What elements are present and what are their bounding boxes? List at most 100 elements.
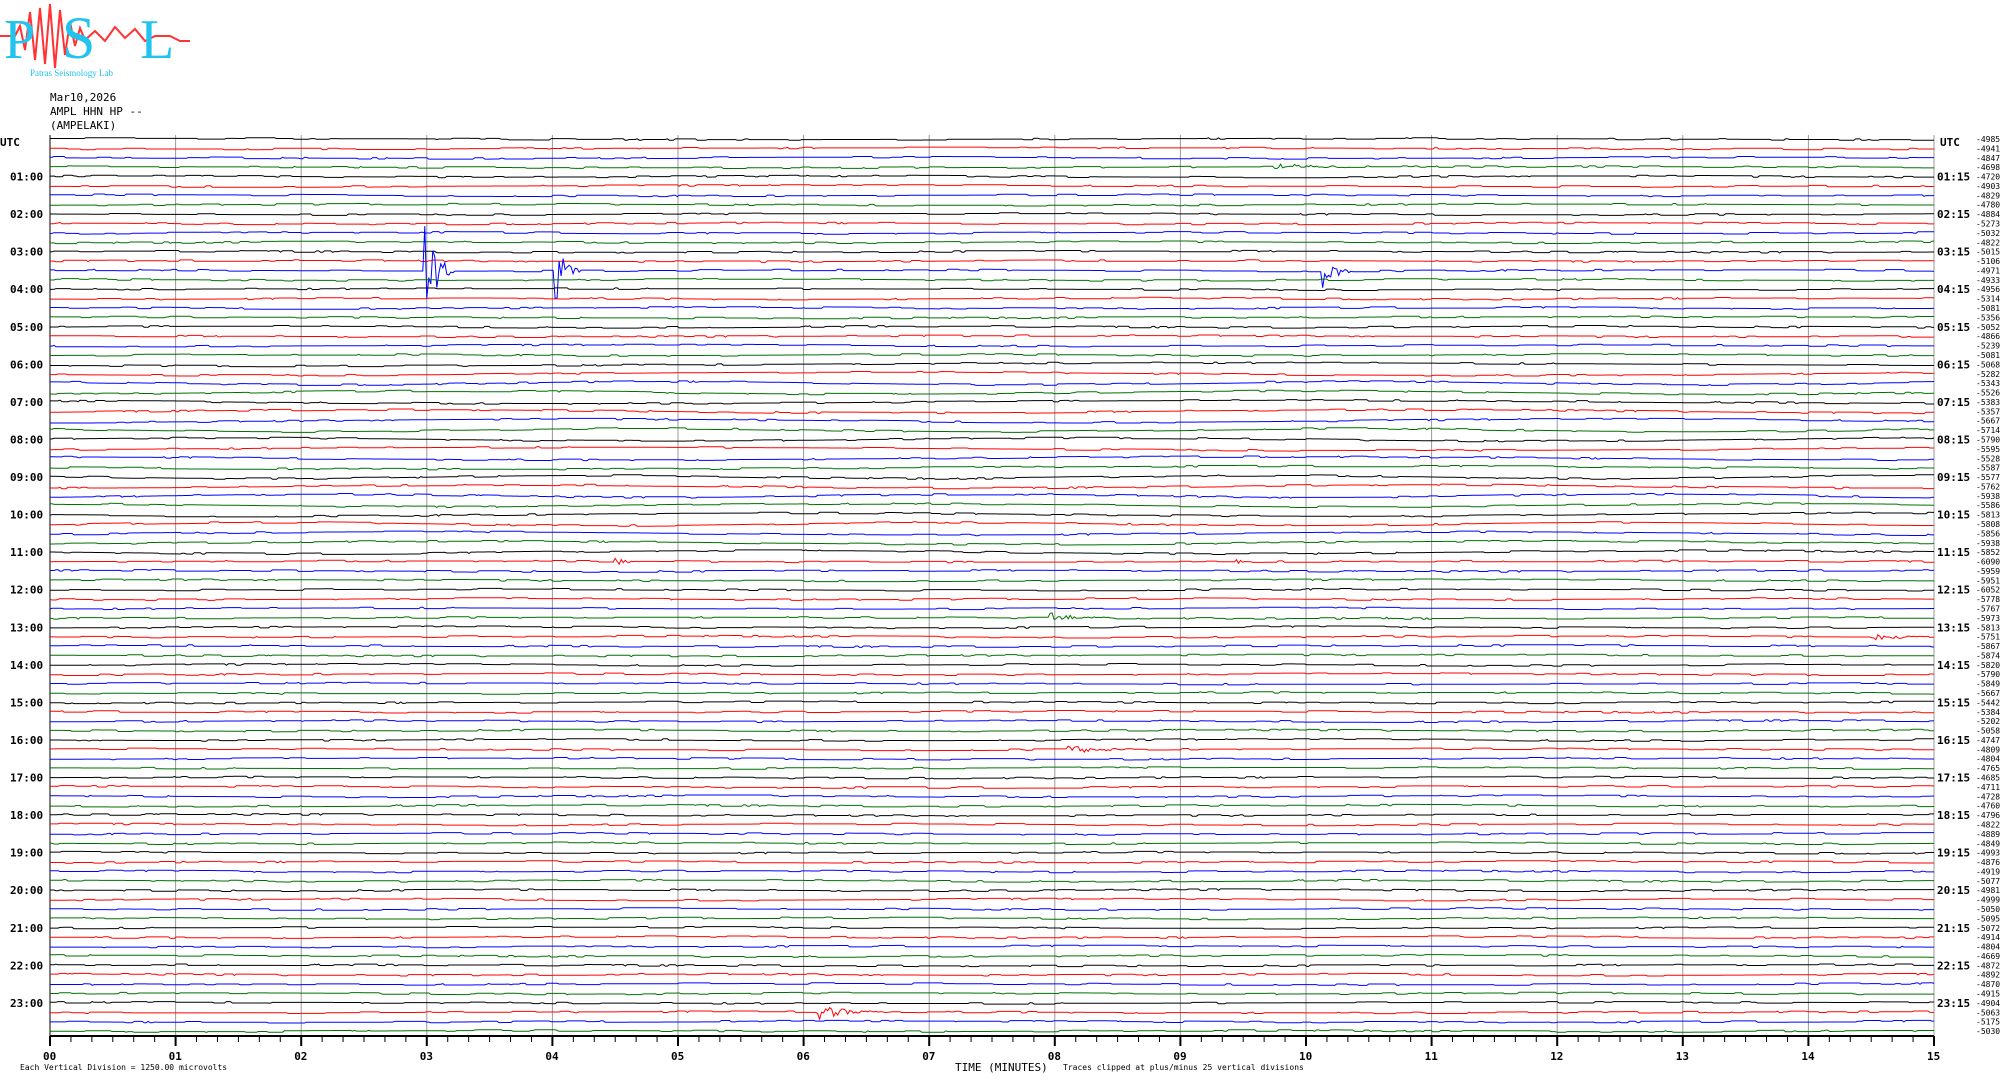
trace-row-33: [50, 446, 1934, 452]
trace-row-3: [50, 163, 1934, 170]
right-hour-label: 16:15: [1937, 734, 1970, 747]
right-hour-label: 12:15: [1937, 584, 1970, 597]
left-hour-label: 16:00: [10, 734, 43, 747]
trace-row-61: [50, 709, 1934, 714]
trace-row-46: [50, 569, 1934, 573]
trace-row-73: [50, 822, 1934, 827]
trace-row-72: [50, 813, 1934, 817]
trace-row-64: [50, 738, 1934, 742]
left-hour-label: 10:00: [10, 509, 43, 522]
trace-offset-label: -5867: [1976, 642, 2000, 651]
x-tick-label: 06: [797, 1050, 811, 1063]
left-hour-label: 19:00: [10, 847, 43, 860]
right-hour-label: 14:15: [1937, 659, 1970, 672]
right-hour-label: 20:15: [1937, 884, 1970, 897]
left-hour-label: 01:00: [10, 171, 43, 184]
trace-offset-label: -5959: [1976, 567, 2000, 576]
trace-offset-label: -5442: [1976, 698, 2000, 707]
trace-offset-label: -5081: [1976, 351, 2000, 360]
right-hour-label: 15:15: [1937, 696, 1970, 709]
right-hour-label: 11:15: [1937, 546, 1970, 559]
left-hour-label: 15:00: [10, 696, 43, 709]
left-hour-label: 20:00: [10, 884, 43, 897]
trace-row-52: [50, 625, 1934, 630]
trace-offset-label: -4876: [1976, 858, 2000, 867]
logo-letter-s: S: [62, 5, 95, 71]
trace-row-28: [50, 399, 1934, 405]
trace-offset-label: -4711: [1976, 783, 2000, 792]
left-hour-label: 04:00: [10, 283, 43, 296]
right-hour-label: 13:15: [1937, 621, 1970, 634]
trace-offset-label: -5762: [1976, 482, 2000, 491]
trace-row-78: [50, 869, 1934, 874]
traces: [49, 137, 1935, 1033]
trace-row-95: [50, 1029, 1934, 1033]
trace-row-39: [50, 502, 1934, 509]
right-hour-label: 09:15: [1937, 471, 1970, 484]
trace-offset-label: -5751: [1976, 633, 2000, 642]
trace-row-68: [50, 775, 1934, 780]
trace-offset-label: -4866: [1976, 332, 2000, 341]
trace-row-4: [50, 174, 1934, 179]
trace-offset-label: -4872: [1976, 961, 2000, 970]
trace-offset-label: -5778: [1976, 595, 2000, 604]
trace-offset-label: -4829: [1976, 191, 2000, 200]
right-hour-label: 10:15: [1937, 509, 1970, 522]
left-hour-label: 21:00: [10, 922, 43, 935]
trace-row-85: [50, 935, 1934, 939]
left-hour-label: 05:00: [10, 321, 43, 334]
trace-offset-label: -4889: [1976, 830, 2000, 839]
row-labels: -4985-4941-4847-4698-4720-4903-4829-4780…: [10, 135, 2000, 1036]
trace-offset-label: -5595: [1976, 445, 2000, 454]
right-hour-label: 19:15: [1937, 847, 1970, 860]
trace-offset-label: -4884: [1976, 210, 2000, 219]
trace-offset-label: -5273: [1976, 220, 2000, 229]
trace-offset-label: -4993: [1976, 849, 2000, 858]
trace-row-36: [50, 474, 1934, 480]
right-hour-label: 05:15: [1937, 321, 1970, 334]
trace-row-93: [50, 1006, 1934, 1021]
left-hour-label: 17:00: [10, 772, 43, 785]
left-utc-title: UTC: [0, 136, 20, 149]
trace-offset-label: -4999: [1976, 896, 2000, 905]
x-tick-label: 13: [1676, 1050, 1689, 1063]
trace-row-7: [50, 202, 1934, 207]
trace-offset-label: -4822: [1976, 238, 2000, 247]
trace-row-53: [50, 634, 1934, 641]
trace-offset-label: -5081: [1976, 304, 2000, 313]
trace-row-81: [50, 897, 1934, 902]
trace-row-75: [50, 841, 1934, 845]
trace-row-65: [50, 745, 1934, 753]
trace-offset-label: -4903: [1976, 182, 2000, 191]
trace-row-9: [50, 221, 1934, 226]
trace-row-59: [50, 691, 1934, 695]
trace-row-71: [50, 803, 1934, 808]
trace-offset-label: -5383: [1976, 398, 2000, 407]
trace-row-94: [50, 1019, 1934, 1024]
x-tick-label: 11: [1425, 1050, 1439, 1063]
trace-row-2: [50, 156, 1934, 160]
trace-row-45: [50, 557, 1935, 566]
trace-row-54: [50, 644, 1934, 648]
trace-row-34: [50, 455, 1934, 462]
trace-row-63: [50, 728, 1934, 733]
trace-offset-label: -5577: [1976, 473, 2000, 482]
trace-row-66: [50, 756, 1934, 761]
trace-offset-label: -5790: [1976, 435, 2000, 444]
trace-offset-label: -4870: [1976, 980, 2000, 989]
station-label: (AMPELAKI): [50, 119, 117, 132]
trace-offset-label: -5175: [1976, 1018, 2000, 1027]
trace-row-56: [50, 663, 1934, 667]
x-tick-label: 14: [1801, 1050, 1815, 1063]
trace-offset-label: -5239: [1976, 342, 2000, 351]
left-hour-label: 03:00: [10, 246, 43, 259]
trace-row-18: [50, 306, 1934, 310]
trace-row-17: [50, 296, 1934, 301]
right-hour-label: 06:15: [1937, 358, 1970, 371]
trace-row-42: [49, 530, 1934, 537]
trace-offset-label: -4804: [1976, 943, 2000, 952]
trace-offset-label: -5820: [1976, 661, 2000, 670]
trace-offset-label: -5526: [1976, 389, 2000, 398]
trace-row-26: [49, 380, 1935, 386]
trace-row-0: [50, 137, 1934, 141]
